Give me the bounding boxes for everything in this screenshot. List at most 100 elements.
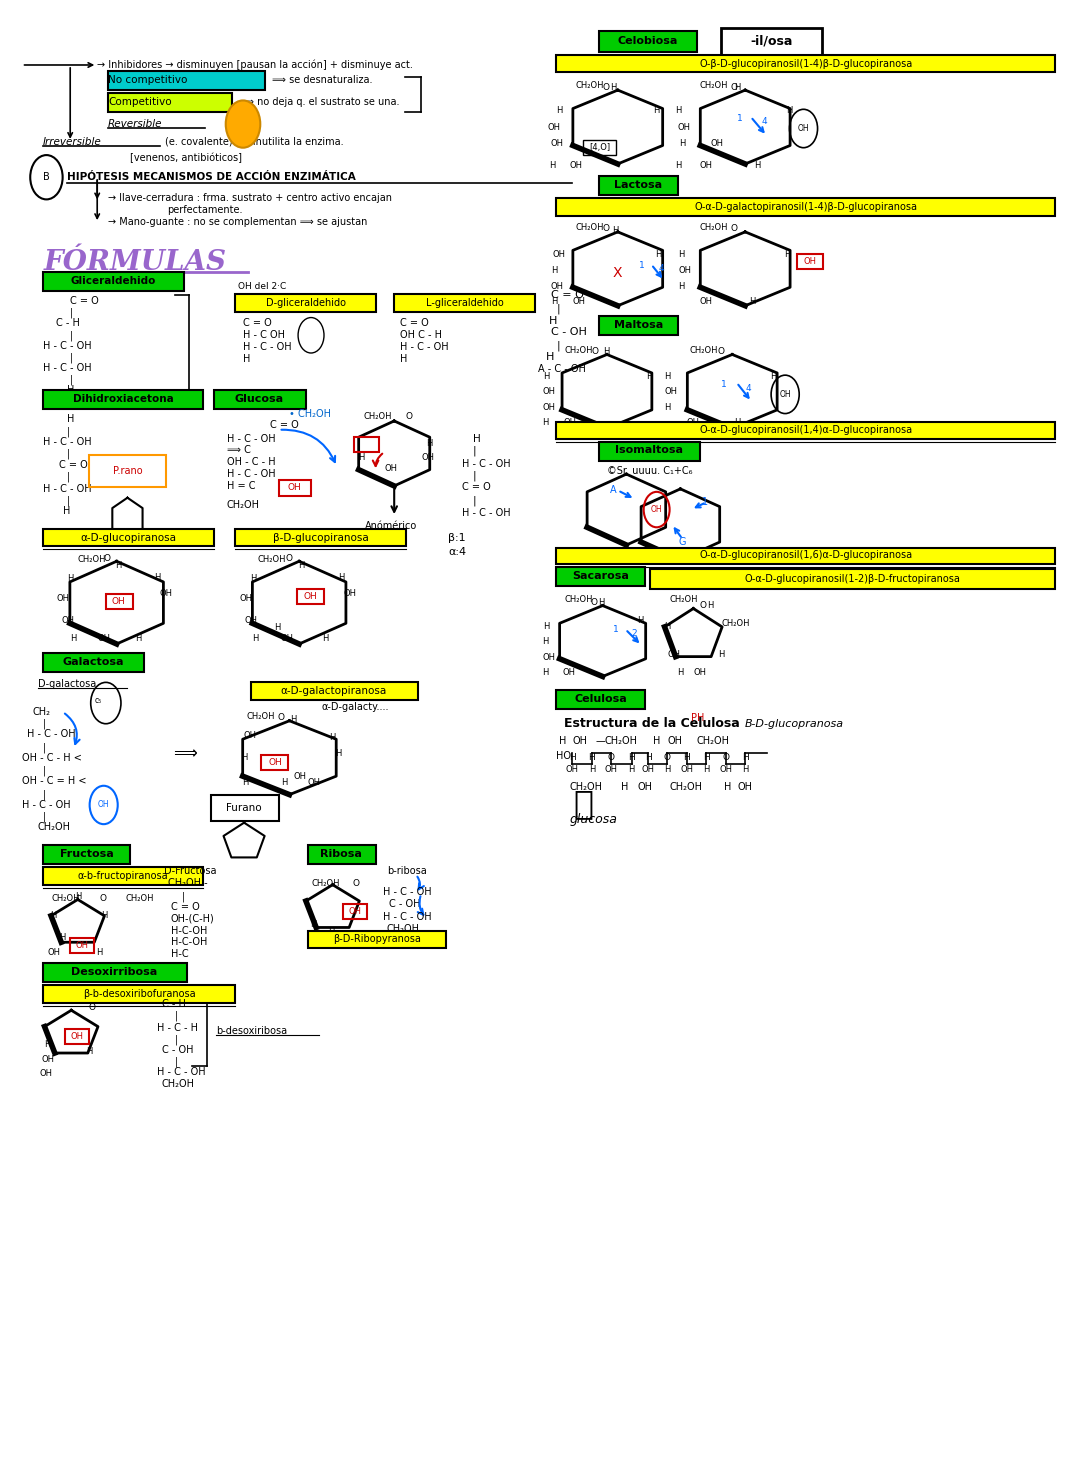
Text: H: H [603,347,609,356]
Text: → Inhibidores → disminuyen [pausan la acción] + disminuye act.: → Inhibidores → disminuyen [pausan la ac… [97,59,413,71]
FancyBboxPatch shape [108,71,265,90]
Text: H: H [770,372,777,381]
FancyBboxPatch shape [599,176,678,195]
Text: H - C - OH: H - C - OH [27,730,76,738]
Text: C - OH: C - OH [389,899,420,908]
Text: |: | [67,448,70,459]
FancyBboxPatch shape [556,567,645,586]
Text: OH: OH [160,589,173,598]
FancyBboxPatch shape [599,442,700,461]
Text: OH: OH [48,948,60,957]
Text: OH: OH [548,123,561,131]
Text: |: | [67,495,70,507]
Text: H: H [653,737,661,746]
Text: OH: OH [294,772,307,781]
Text: H: H [50,911,56,920]
Text: CH₂OH: CH₂OH [125,894,153,902]
Text: H: H [329,733,336,741]
Text: OH: OH [281,634,294,642]
Text: H: H [589,765,595,774]
Text: H: H [664,622,671,631]
Text: OH: OH [551,139,564,148]
Text: H: H [76,892,82,901]
Text: O: O [89,1003,95,1012]
Text: O: O [730,225,737,233]
Text: C - OH: C - OH [162,1046,193,1055]
Text: Lactosa: Lactosa [615,180,662,189]
Text: H: H [569,753,576,762]
Text: 1: 1 [613,625,619,634]
Text: OH - C - H <: OH - C - H < [22,753,81,762]
Text: C = O: C = O [270,421,299,430]
Text: CH₂OH: CH₂OH [670,783,703,792]
Text: H: H [707,601,714,610]
Text: H: H [724,783,731,792]
Text: OH: OH [244,616,257,625]
Text: |: | [43,811,46,823]
FancyBboxPatch shape [599,316,678,335]
Text: |: | [70,352,73,363]
Text: H: H [542,668,549,676]
Text: H: H [664,372,671,381]
Text: CH₂OH: CH₂OH [569,783,603,792]
Text: Glucosa: Glucosa [234,394,284,403]
Text: Galactosa: Galactosa [63,657,123,666]
Text: C = O: C = O [171,902,200,911]
Text: CH₂OH: CH₂OH [52,894,80,902]
Text: H: H [598,598,605,607]
Text: H: H [612,226,619,235]
Text: OH: OH [687,418,700,427]
Text: glucosa: glucosa [569,814,617,826]
Text: β-D-Ribopyranosa: β-D-Ribopyranosa [333,935,421,944]
Text: C - OH: C - OH [551,328,586,337]
Text: H: H [338,573,345,582]
Text: H: H [154,573,161,582]
Text: H: H [551,266,557,275]
Text: 4: 4 [659,264,664,273]
Text: Anómérico: Anómérico [365,521,417,530]
Text: H: H [637,616,644,625]
Text: H - C - OH: H - C - OH [462,508,511,517]
Text: H: H [543,622,550,631]
Text: H: H [96,948,103,957]
Text: H: H [67,385,75,394]
Text: 1: 1 [702,498,708,507]
Text: H: H [86,1047,93,1056]
Text: H - C - OH: H - C - OH [400,343,448,352]
Text: |: | [70,374,73,385]
Text: Furano: Furano [227,803,261,812]
Text: 4: 4 [745,384,751,393]
Text: CH₂: CH₂ [32,707,51,716]
Text: H: H [252,634,258,642]
Text: H: H [734,83,741,92]
FancyBboxPatch shape [214,390,306,409]
Text: OH: OH [798,124,809,133]
Text: |: | [556,303,559,315]
Text: P.rano: P.rano [112,467,143,476]
Text: D-galactosa: D-galactosa [38,679,96,688]
Text: H: H [646,372,652,381]
Text: Isomaltosa: Isomaltosa [616,446,683,455]
Text: β-b-desoxiribofuranosa: β-b-desoxiribofuranosa [83,990,195,998]
FancyBboxPatch shape [556,422,1055,439]
Text: H - C - OH: H - C - OH [157,1068,205,1077]
Text: CH₂OH: CH₂OH [721,619,750,628]
Text: H: H [63,507,70,515]
Text: C = O: C = O [400,319,429,328]
Text: O: O [352,879,359,888]
Text: H: H [629,753,635,762]
Text: H: H [102,911,108,920]
Text: β:1: β:1 [448,533,465,542]
FancyBboxPatch shape [108,93,232,112]
Text: |: | [175,1056,178,1068]
Text: OH: OH [70,1032,83,1041]
Text: H: H [703,753,710,762]
Text: β-D-glucopiranosa: β-D-glucopiranosa [273,533,368,542]
Text: H: H [44,1040,51,1049]
Text: Sacarosa: Sacarosa [572,572,629,580]
Text: H: H [677,668,684,676]
Text: No competitivo: No competitivo [108,75,187,84]
Text: |: | [67,425,70,437]
FancyBboxPatch shape [308,931,446,948]
Text: OH: OH [678,266,691,275]
